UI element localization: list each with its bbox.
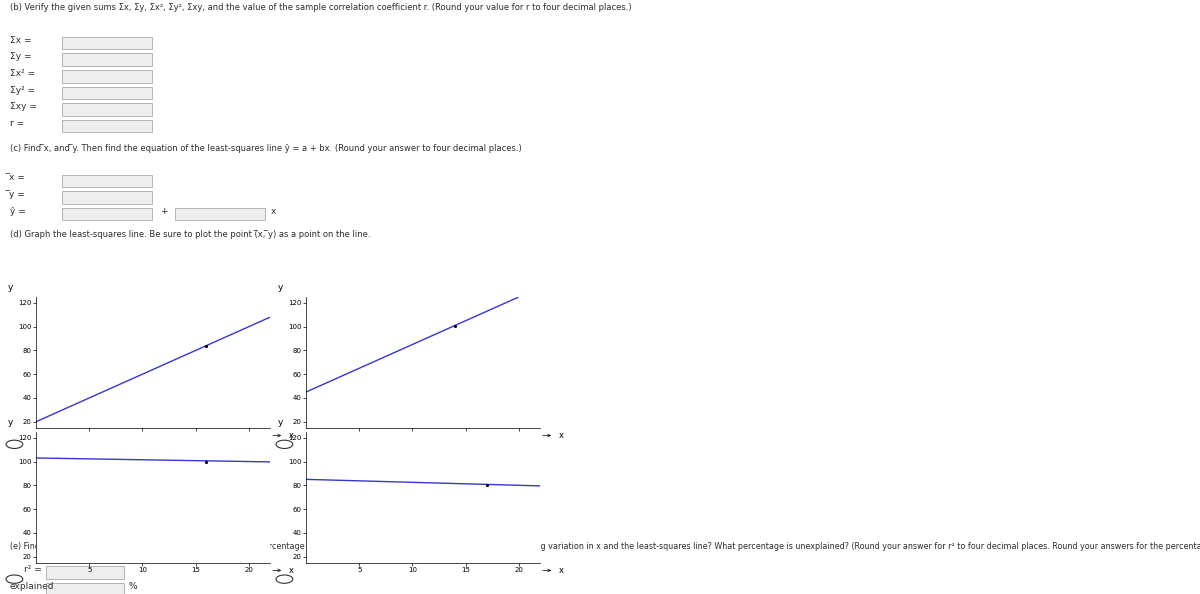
Text: Σx² =: Σx² = xyxy=(10,69,35,78)
FancyBboxPatch shape xyxy=(62,103,152,116)
FancyBboxPatch shape xyxy=(62,208,152,220)
Text: r² =: r² = xyxy=(24,565,42,574)
Text: Σy² =: Σy² = xyxy=(10,86,35,94)
Text: r =: r = xyxy=(10,119,24,128)
FancyBboxPatch shape xyxy=(175,208,265,220)
Text: x: x xyxy=(289,566,294,575)
Text: x: x xyxy=(271,207,276,216)
Text: explained: explained xyxy=(10,582,54,591)
Text: ̅y =: ̅y = xyxy=(10,190,25,199)
Text: (c) Find ̅x, and ̅y. Then find the equation of the least-squares line ŷ = a + bx: (c) Find ̅x, and ̅y. Then find the equat… xyxy=(10,144,521,153)
Text: y: y xyxy=(278,418,283,426)
Text: Σy =: Σy = xyxy=(10,52,31,61)
Text: (d) Graph the least-squares line. Be sure to plot the point (̅x, ̅y) as a point : (d) Graph the least-squares line. Be sur… xyxy=(10,230,370,239)
FancyBboxPatch shape xyxy=(62,53,152,66)
FancyBboxPatch shape xyxy=(46,583,124,594)
Text: x: x xyxy=(559,431,564,440)
Text: ̅x =: ̅x = xyxy=(10,173,25,182)
FancyBboxPatch shape xyxy=(62,120,152,132)
Text: x: x xyxy=(289,431,294,440)
Text: y: y xyxy=(8,283,13,292)
Text: (b) Verify the given sums Σx, Σy, Σx², Σy², Σxy, and the value of the sample cor: (b) Verify the given sums Σx, Σy, Σx², Σ… xyxy=(10,3,631,12)
FancyBboxPatch shape xyxy=(62,175,152,187)
FancyBboxPatch shape xyxy=(62,37,152,49)
Text: y: y xyxy=(278,283,283,292)
Text: ŷ =: ŷ = xyxy=(10,207,25,216)
FancyBboxPatch shape xyxy=(62,191,152,204)
Text: y: y xyxy=(8,418,13,426)
Text: Σxy =: Σxy = xyxy=(10,102,36,111)
Text: (e) Find the value of the coefficient of determination r². What percentage of th: (e) Find the value of the coefficient of… xyxy=(10,542,1200,551)
Text: Σx =: Σx = xyxy=(10,36,31,45)
Text: x: x xyxy=(559,566,564,575)
FancyBboxPatch shape xyxy=(62,87,152,99)
FancyBboxPatch shape xyxy=(62,70,152,83)
FancyBboxPatch shape xyxy=(46,566,124,579)
Text: %: % xyxy=(128,582,137,591)
Text: +: + xyxy=(160,207,167,216)
